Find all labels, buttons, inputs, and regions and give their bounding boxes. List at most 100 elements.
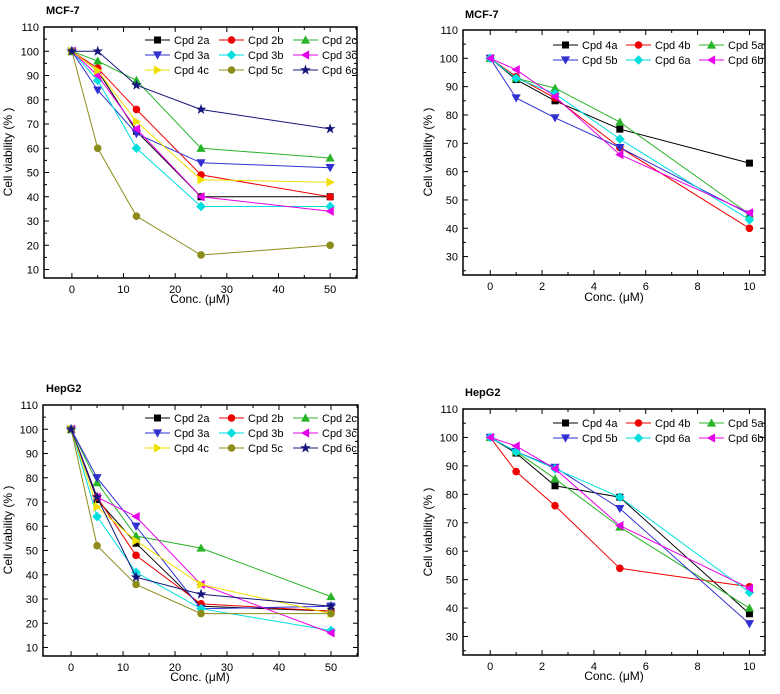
y-tick-label: 10 (26, 643, 38, 655)
plot-frame (462, 408, 766, 656)
series-cpd-6b (485, 432, 754, 593)
series-marker-cpd-5c (132, 580, 140, 589)
legend-marker-cpd-6b (706, 433, 716, 443)
series-marker-cpd-2c (326, 591, 336, 601)
series-marker-cpd-2c (93, 56, 103, 65)
y-axis-label: Cell viability (% ) (1, 108, 15, 197)
series-marker-cpd-6b (550, 91, 559, 102)
legend-entry-cpd-4a: Cpd 4a (553, 418, 618, 430)
chart-title: MCF-7 (465, 9, 499, 21)
x-axis-label: Conc. (μM) (170, 670, 230, 684)
x-axis-label: Conc. (μM) (170, 292, 230, 306)
legend-entry-cpd-5c: Cpd 5c (219, 443, 283, 455)
legend-label: Cpd 2a (174, 413, 210, 425)
series-marker-cpd-4c (93, 502, 102, 512)
series-marker-cpd-5b (744, 620, 755, 629)
series-marker-cpd-4c (94, 66, 103, 76)
legend-entry-cpd-6a: Cpd 6a (626, 55, 691, 67)
legend-label: Cpd 6c (322, 443, 357, 455)
legend-label: Cpd 5c (248, 65, 283, 77)
series-marker-cpd-6c (131, 79, 142, 90)
series-marker-cpd-6b (511, 65, 520, 75)
legend-marker-cpd-2c (300, 35, 311, 44)
y-tick-label: 60 (26, 521, 38, 533)
chart-title: HepG2 (46, 383, 81, 395)
y-tick-label: 90 (446, 82, 458, 94)
legend-label: Cpd 6c (322, 65, 357, 77)
legend-marker-cpd-2c (300, 413, 311, 422)
series-marker-cpd-3b (325, 201, 335, 212)
chart-mcf7-series-456: MCF-7 0 2 4 6 8 10 30 40 50 60 70 80 90 100 110 Conc. (μ… (390, 0, 780, 350)
legend-entry-cpd-2c: Cpd 2c (293, 413, 357, 425)
axis-ticks (463, 408, 765, 655)
series-marker-cpd-6c (91, 491, 103, 502)
series-cpd-6b (485, 53, 754, 218)
legend-label: Cpd 3b (248, 428, 283, 440)
y-tick-label: 90 (27, 71, 39, 83)
y-tick-label: 10 (27, 265, 39, 277)
legend-entry-cpd-3c: Cpd 3c (293, 50, 357, 62)
legend-label: Cpd 4c (174, 443, 209, 455)
series-marker-cpd-3a (131, 522, 141, 531)
legend: Cpd 2a Cpd 2b Cpd 2c Cpd 3a Cpd 3b Cpd 3c Cpd … (145, 413, 357, 455)
series-marker-cpd-3c (326, 628, 335, 638)
y-tick-label: 100 (440, 432, 458, 444)
legend-marker-cpd-2b (227, 414, 236, 422)
series-marker-cpd-6a (615, 492, 625, 502)
y-tick-label: 80 (446, 489, 458, 501)
x-tick-label: 10 (117, 662, 129, 674)
series-marker-cpd-4a (745, 159, 753, 167)
legend-entry-cpd-3a: Cpd 3a (145, 428, 210, 440)
x-tick-label: 50 (325, 662, 337, 674)
legend-marker-cpd-4b (634, 419, 643, 427)
x-tick-label: 2 (539, 281, 545, 293)
legend-label: Cpd 5a (728, 40, 764, 52)
chart-mcf7-series-abc: MCF-7 0 10 20 30 40 50 10 20 30 40 50 60 70 80 90 100 110… (0, 0, 390, 350)
y-tick-label: 90 (446, 461, 458, 473)
legend-marker-cpd-6c (300, 64, 311, 75)
series-marker-cpd-5b (511, 94, 521, 103)
chart-canvas-hepg2-set1: HepG2 0 10 20 30 40 50 10 20 30 40 50 60 70 80 90 100 110… (1, 383, 359, 684)
series-marker-cpd-5c (197, 609, 205, 618)
series-marker-cpd-3b (92, 511, 102, 522)
legend-label: Cpd 3b (248, 50, 283, 62)
legend-marker-cpd-6a (633, 55, 644, 65)
legend-marker-cpd-3b (226, 50, 237, 60)
legend-entry-cpd-4b: Cpd 4b (626, 40, 690, 52)
series-marker-cpd-2b (132, 551, 140, 560)
legend-entry-cpd-6b: Cpd 6b (699, 55, 763, 67)
axis-ticks (463, 29, 765, 275)
legend: Cpd 2a Cpd 2b Cpd 2c Cpd 3a Cpd 3b Cpd 3c Cpd … (145, 35, 357, 77)
y-tick-label: 30 (446, 252, 458, 264)
series-marker-cpd-3c (131, 511, 140, 522)
plot-frame (42, 404, 359, 657)
series-marker-cpd-6c (65, 423, 77, 434)
series-marker-cpd-6a (744, 214, 755, 225)
y-axis-label: Cell viability (% ) (421, 108, 435, 197)
legend-entry-cpd-5b: Cpd 5b (553, 433, 617, 445)
y-tick-label: 90 (26, 449, 38, 461)
series-marker-cpd-3c (325, 206, 334, 216)
series-marker-cpd-3c (131, 124, 141, 134)
series-marker-cpd-6c (195, 588, 207, 599)
x-tick-label: 20 (169, 662, 181, 674)
legend-entry-cpd-3c: Cpd 3c (293, 428, 357, 440)
series-marker-cpd-3a (92, 474, 102, 483)
series-marker-cpd-5c (93, 144, 102, 153)
series-marker-cpd-5c (327, 609, 335, 618)
series-marker-cpd-3b (131, 143, 142, 154)
legend-entry-cpd-3a: Cpd 3a (145, 50, 210, 62)
legend-marker-cpd-3c (300, 50, 310, 60)
y-tick-label: 50 (27, 168, 39, 180)
series-marker-cpd-4b (616, 564, 624, 573)
legend-label: Cpd 4b (655, 40, 690, 52)
y-tick-label: 20 (26, 618, 38, 630)
y-axis-label: Cell viability (% ) (1, 486, 15, 575)
x-tick-label: 2 (539, 661, 545, 673)
y-tick-label: 100 (20, 424, 38, 436)
y-tick-label: 110 (440, 404, 458, 416)
series-marker-cpd-4b (551, 501, 559, 510)
x-tick-label: 50 (324, 284, 336, 296)
series-marker-cpd-5a (550, 474, 560, 483)
